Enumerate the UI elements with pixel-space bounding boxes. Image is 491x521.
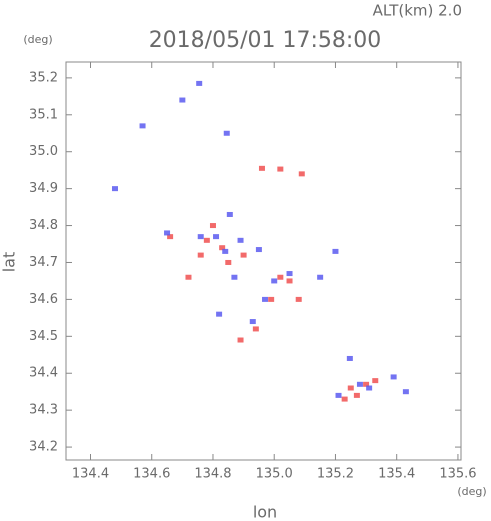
echo-point bbox=[271, 278, 278, 284]
x-tick-label: 134.6 bbox=[133, 467, 170, 482]
echo-point bbox=[249, 319, 256, 325]
echo-point bbox=[223, 130, 230, 136]
echo-point bbox=[402, 389, 409, 395]
echo-point bbox=[196, 80, 203, 86]
echo-point bbox=[164, 230, 171, 236]
echo-point bbox=[197, 234, 204, 240]
echo-point bbox=[356, 381, 363, 387]
y-tick-label: 34.4 bbox=[29, 366, 58, 381]
x-tick-label: 135.0 bbox=[256, 467, 293, 482]
y-tick-label: 34.6 bbox=[29, 292, 58, 307]
echo-point bbox=[231, 274, 238, 280]
y-axis-label: lat bbox=[0, 252, 19, 273]
chart-subtitle: ALT(km) 2.0 bbox=[373, 2, 462, 20]
echo-point bbox=[139, 123, 146, 129]
plot-frame bbox=[65, 61, 462, 461]
echo-point bbox=[237, 237, 244, 243]
echo-point bbox=[167, 234, 174, 240]
x-tick-label: 135.6 bbox=[439, 467, 476, 482]
echo-point bbox=[225, 259, 232, 265]
echo-point bbox=[203, 237, 210, 243]
echo-point bbox=[347, 385, 354, 391]
echo-point bbox=[295, 296, 302, 302]
echo-point bbox=[335, 392, 342, 398]
echo-point bbox=[366, 385, 373, 391]
y-tick-label: 34.8 bbox=[29, 218, 58, 233]
x-tick-label: 134.8 bbox=[194, 467, 231, 482]
echo-point bbox=[262, 296, 269, 302]
y-unit: (deg) bbox=[23, 33, 52, 46]
echo-point bbox=[298, 171, 305, 177]
echo-point bbox=[258, 165, 265, 171]
echo-point bbox=[286, 278, 293, 284]
echo-point bbox=[277, 274, 284, 280]
echo-point bbox=[240, 252, 247, 258]
echo-point bbox=[353, 392, 360, 398]
y-tick-label: 35.2 bbox=[29, 70, 58, 85]
echo-point bbox=[209, 223, 216, 229]
echo-point bbox=[111, 186, 118, 192]
echo-point bbox=[213, 234, 220, 240]
y-tick-label: 35.0 bbox=[29, 144, 58, 159]
echo-point bbox=[179, 97, 186, 103]
echo-point bbox=[268, 296, 275, 302]
echo-point bbox=[255, 247, 262, 253]
echo-point bbox=[372, 378, 379, 384]
echo-point bbox=[346, 355, 353, 361]
y-tick-label: 34.3 bbox=[29, 403, 58, 418]
y-tick-label: 34.2 bbox=[29, 440, 58, 455]
x-tick-label: 135.2 bbox=[317, 467, 354, 482]
echo-point bbox=[216, 311, 223, 317]
y-tick-label: 34.7 bbox=[29, 255, 58, 270]
y-tick-label: 34.5 bbox=[29, 329, 58, 344]
y-tick-label: 34.9 bbox=[29, 181, 58, 196]
echo-point bbox=[363, 381, 370, 387]
echo-point bbox=[185, 274, 192, 280]
echo-point bbox=[226, 211, 233, 217]
x-unit: (deg) bbox=[457, 485, 486, 498]
x-tick-label: 134.4 bbox=[72, 467, 109, 482]
echo-point bbox=[286, 271, 293, 277]
x-axis-label: lon bbox=[253, 503, 277, 521]
echo-point bbox=[341, 396, 348, 402]
echo-point bbox=[219, 245, 226, 251]
echo-point bbox=[222, 248, 229, 254]
echo-point bbox=[317, 274, 324, 280]
echo-point bbox=[197, 252, 204, 258]
chart-title: 2018/05/01 17:58:00 bbox=[149, 28, 382, 53]
echo-point bbox=[252, 326, 259, 332]
y-tick-label: 35.1 bbox=[29, 107, 58, 122]
echo-point bbox=[390, 374, 397, 380]
echo-point bbox=[237, 337, 244, 343]
echo-point bbox=[332, 248, 339, 254]
x-tick-label: 135.4 bbox=[378, 467, 415, 482]
echo-point bbox=[277, 166, 284, 172]
